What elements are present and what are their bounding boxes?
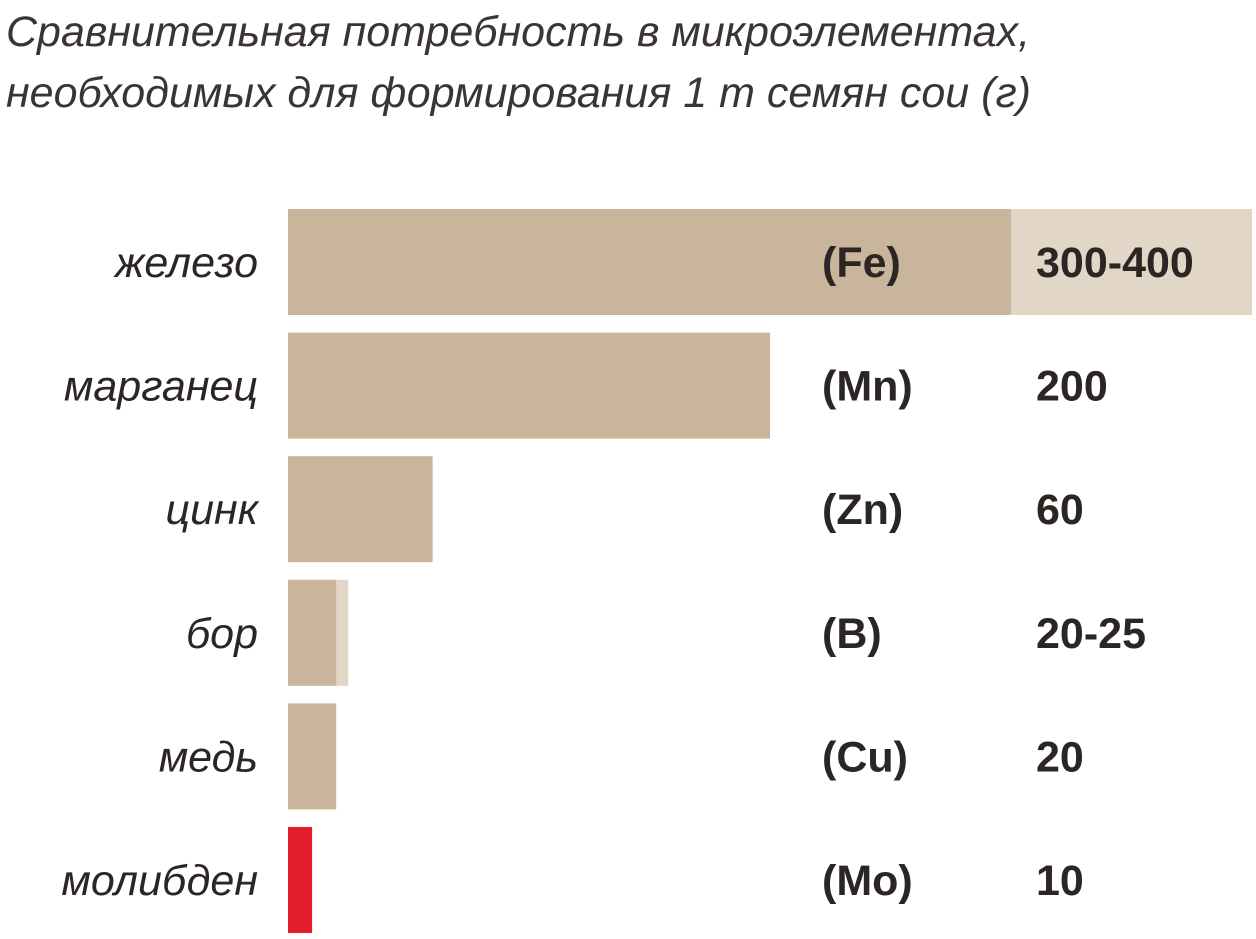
category-label-5: молибден: [61, 857, 258, 905]
symbol-label-4: (Cu): [822, 733, 908, 781]
symbol-label-2: (Zn): [822, 486, 903, 534]
category-label-4: медь: [159, 733, 258, 781]
bar-3: [288, 579, 337, 686]
bar-0: [288, 209, 1011, 315]
symbol-label-1: (Mn): [822, 363, 913, 411]
symbol-label-5: (Mo): [822, 857, 913, 905]
value-label-5: 10: [1036, 857, 1084, 905]
category-label-2: цинк: [166, 486, 260, 534]
chart-title-line-2: необходимых для формирования 1 т семян с…: [6, 69, 1031, 117]
category-label-1: марганец: [64, 363, 258, 411]
category-label-0: железо: [113, 239, 258, 287]
value-label-3: 20-25: [1036, 610, 1146, 658]
value-label-2: 60: [1036, 486, 1084, 534]
category-label-3: бор: [186, 610, 258, 658]
symbol-label-0: (Fe): [822, 239, 901, 287]
bar-1: [288, 332, 770, 439]
value-label-1: 200: [1036, 363, 1108, 411]
chart-title-line-1: Сравнительная потребность в микроэлемент…: [6, 8, 1031, 56]
symbol-label-3: (B): [822, 610, 882, 658]
chart-title: Сравнительная потребность в микроэлемент…: [6, 2, 1246, 124]
bar-4: [288, 703, 337, 810]
bar-2: [288, 456, 433, 563]
bar-5: [288, 827, 313, 933]
value-label-0: 300-400: [1036, 239, 1194, 287]
value-label-4: 20: [1036, 733, 1084, 781]
